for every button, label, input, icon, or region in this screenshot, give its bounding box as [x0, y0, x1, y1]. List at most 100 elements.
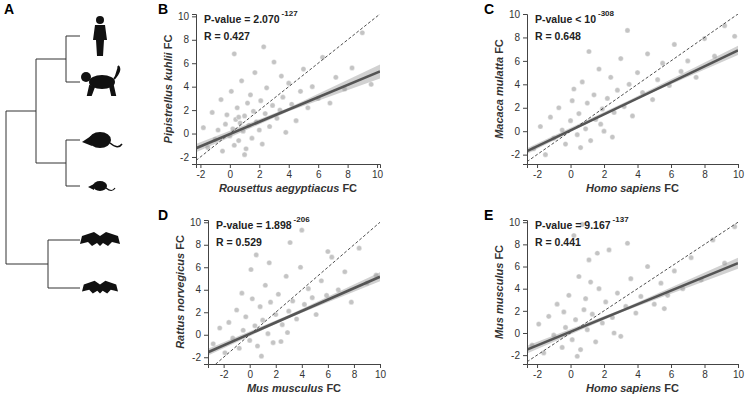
point — [254, 252, 259, 257]
x-tick-label: -2 — [533, 369, 542, 380]
x-tick: 4 — [286, 164, 292, 180]
y-tick-mark — [192, 16, 196, 17]
point — [257, 127, 262, 132]
y-tick-label: 8 — [514, 32, 520, 43]
tree-branch — [6, 111, 7, 264]
reference-line — [527, 222, 738, 362]
point — [252, 323, 257, 328]
tree-branch — [66, 82, 80, 83]
point — [299, 228, 304, 233]
point — [568, 118, 573, 123]
silhouettes — [80, 16, 122, 293]
point — [548, 115, 553, 120]
y-tick-label: 2 — [195, 307, 201, 318]
x-tick: -2 — [533, 164, 542, 180]
x-tick-label: 10 — [733, 169, 745, 180]
x-tick: -2 — [220, 364, 229, 380]
point — [263, 283, 268, 288]
y-axis-line — [523, 15, 528, 165]
x-tick-label: 0 — [247, 369, 253, 380]
x-tick-mark — [705, 164, 706, 168]
point — [689, 255, 694, 260]
point — [241, 328, 246, 333]
x-tick-mark — [571, 364, 572, 368]
y-tick-mark — [523, 289, 527, 290]
y-tick-label: 4 — [514, 283, 520, 294]
y-tick-label: 8 — [195, 239, 201, 250]
point — [302, 302, 307, 307]
x-tick: 6 — [316, 164, 322, 180]
x-tick-mark — [705, 364, 706, 368]
y-axis: -20246810 — [509, 217, 528, 365]
x-tick-label: -2 — [196, 169, 205, 180]
point — [561, 309, 566, 314]
x-tick-mark — [328, 364, 329, 368]
y-axis-title: Pipistrellus kuhlii FC — [162, 35, 174, 144]
point — [263, 111, 268, 116]
x-tick: 6 — [326, 364, 332, 380]
point — [360, 30, 365, 35]
point — [660, 61, 665, 66]
point — [603, 299, 608, 304]
x-tick: 8 — [345, 164, 351, 180]
point — [306, 286, 311, 291]
tree-branch — [66, 140, 67, 186]
y-tick-mark — [523, 267, 527, 268]
panel: C-20246810-20246810Homo sapiens FCMacaca… — [484, 1, 744, 194]
point — [301, 66, 306, 71]
panel-label: A — [4, 1, 14, 17]
y-tick-mark — [523, 222, 527, 223]
x-tick-mark — [671, 164, 672, 168]
x-tick: 10 — [375, 364, 387, 380]
point — [575, 354, 580, 359]
point — [243, 146, 248, 151]
panel: E-20246810-20246810Homo sapiens FCMus mu… — [484, 207, 744, 394]
point — [342, 269, 347, 274]
point — [314, 312, 319, 317]
point — [217, 325, 222, 330]
point — [694, 75, 699, 80]
y-tick-label: -2 — [180, 152, 189, 163]
point — [588, 138, 593, 143]
x-tick-mark — [354, 364, 355, 368]
point — [310, 295, 315, 300]
point — [650, 97, 655, 102]
point — [222, 350, 227, 355]
y-tick-mark — [523, 108, 527, 109]
x-axis: -20246810 — [196, 164, 383, 180]
x-tick-mark — [537, 164, 538, 168]
point — [638, 294, 643, 299]
tree-branch — [6, 111, 36, 112]
panel: D-20246810-20246810Mus musculus FCRattus… — [158, 207, 386, 394]
point — [242, 113, 247, 118]
point — [259, 354, 264, 359]
y-tick-mark — [204, 312, 208, 313]
confidence-band — [527, 258, 738, 354]
point — [543, 152, 548, 157]
x-tick-mark — [604, 164, 605, 168]
y-tick-label: 4 — [514, 79, 520, 90]
icon-mouse — [88, 181, 115, 191]
x-tick-mark — [738, 164, 739, 168]
point — [732, 34, 737, 39]
x-tick-label: 6 — [669, 369, 675, 380]
x-tick-label: 6 — [316, 169, 322, 180]
point — [655, 77, 660, 82]
point — [319, 278, 324, 283]
x-axis-title: Mus musculus FC — [247, 382, 341, 394]
point — [232, 51, 237, 56]
y-tick-label: 0 — [195, 329, 201, 340]
x-tick: -2 — [533, 364, 542, 380]
x-tick-label: 6 — [326, 369, 332, 380]
y-axis: -20246810 — [178, 11, 197, 164]
y-tick: -2 — [180, 152, 196, 163]
point — [235, 105, 240, 110]
x-tick-mark — [604, 364, 605, 368]
point — [685, 58, 690, 63]
tree-branch — [36, 163, 66, 164]
point — [586, 257, 591, 262]
x-tick-label: 4 — [635, 369, 641, 380]
y-tick-label: 2 — [514, 102, 520, 113]
y-tick-label: 0 — [183, 128, 189, 139]
y-tick-label: 4 — [183, 81, 189, 92]
